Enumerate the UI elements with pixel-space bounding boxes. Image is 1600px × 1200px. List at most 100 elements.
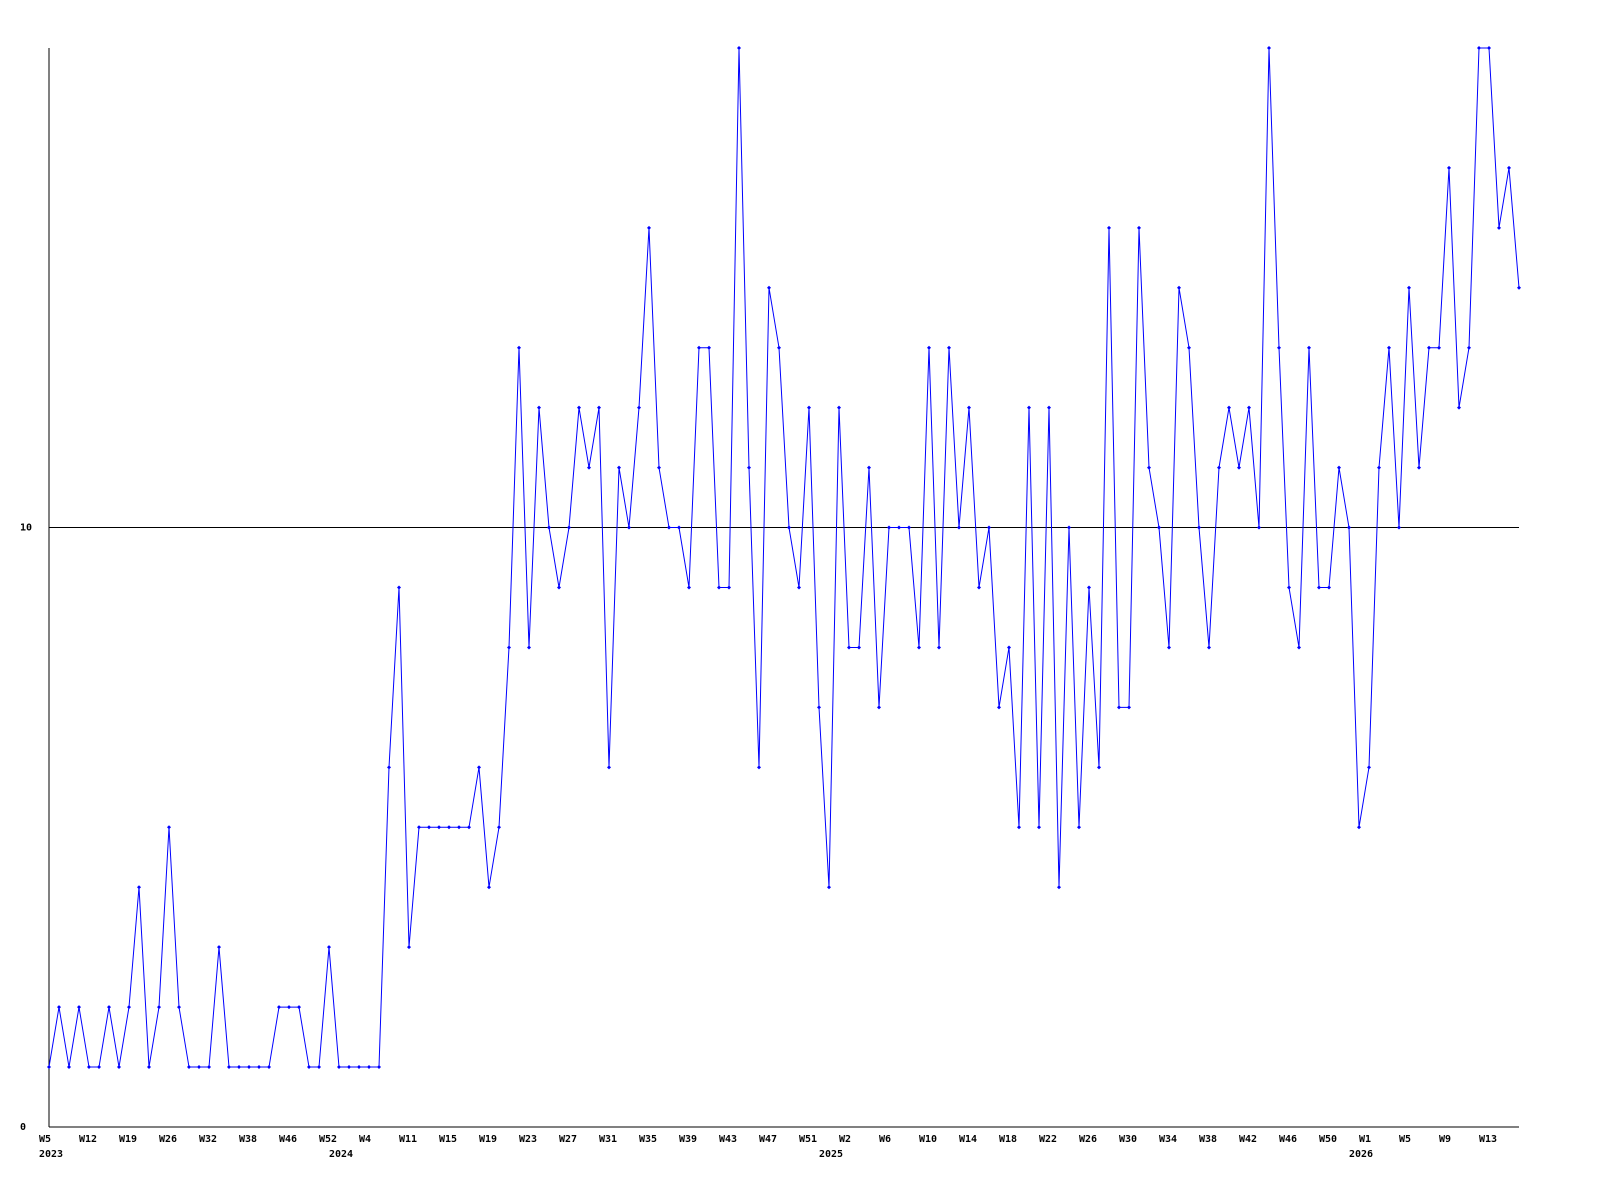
x-tick-label: W22 [1039,1134,1057,1145]
data-point [977,585,981,590]
data-point [1067,525,1071,530]
data-point [337,1065,341,1070]
data-point [1387,345,1391,350]
data-point [857,645,861,650]
data-point [667,525,671,530]
data-point [1197,525,1201,530]
data-point [1487,46,1491,50]
data-point [277,1005,281,1010]
data-point [1187,345,1191,350]
data-point [1437,345,1441,350]
data-point [197,1065,201,1070]
data-point [477,765,481,770]
data-point [847,645,851,650]
data-point [387,765,391,770]
data-point [787,525,791,530]
data-point [397,585,401,590]
data-point [257,1065,261,1070]
data-point [1177,285,1181,290]
x-tick-label: W5 [39,1134,51,1145]
data-point [1507,165,1511,170]
data-point [707,345,711,350]
data-point [157,1005,161,1010]
data-point [1017,825,1021,830]
year-label: 2024 [329,1149,353,1160]
data-point [1207,645,1211,650]
data-point [1517,285,1521,290]
data-point [1447,165,1451,170]
x-tick-label: W38 [1199,1134,1217,1145]
data-point [1257,525,1261,530]
data-point [927,345,931,350]
x-tick-label: W1 [1359,1134,1371,1145]
x-tick-label: W26 [159,1134,177,1145]
data-point [247,1065,251,1070]
data-point [217,945,221,950]
data-point [1417,465,1421,470]
data-point [937,645,941,650]
x-tick-label: W35 [639,1134,657,1145]
data-point [517,345,521,350]
data-point [57,1005,61,1010]
data-point [737,46,741,50]
data-point [77,1005,81,1010]
x-tick-label: W11 [399,1134,417,1145]
x-tick-label: W31 [599,1134,617,1145]
x-tick-label: W46 [1279,1134,1297,1145]
data-point [417,825,421,830]
x-tick-label: W42 [1239,1134,1257,1145]
data-point [1247,405,1251,410]
data-point [797,585,801,590]
x-tick-label: W23 [519,1134,537,1145]
x-tick-label: W27 [559,1134,577,1145]
x-tick-label: W4 [359,1134,371,1145]
x-tick-label: W32 [199,1134,217,1145]
data-point [347,1065,351,1070]
data-point [97,1065,101,1070]
data-point [457,825,461,830]
year-label: 2025 [819,1149,843,1160]
x-tick-label: W12 [79,1134,97,1145]
x-tick-label: W13 [1479,1134,1497,1145]
x-tick-label: W50 [1319,1134,1337,1145]
data-point [287,1005,291,1010]
data-point [427,825,431,830]
x-tick-label: W10 [919,1134,937,1145]
data-point [617,465,621,470]
data-point [497,825,501,830]
data-point [1477,46,1481,50]
data-point [967,405,971,410]
x-tick-label: W2 [839,1134,851,1145]
data-point [1307,345,1311,350]
data-point [627,525,631,530]
x-tick-label: W5 [1399,1134,1411,1145]
data-point [367,1065,371,1070]
data-point [817,705,821,710]
data-point [537,405,541,410]
data-point [1057,885,1061,890]
data-point [267,1065,271,1070]
data-point [1097,765,1101,770]
data-point [657,465,661,470]
data-point [377,1065,381,1070]
data-point [177,1005,181,1010]
data-point [747,465,751,470]
data-point [237,1065,241,1070]
data-point [487,885,491,890]
x-tick-label: W19 [119,1134,137,1145]
data-point [597,405,601,410]
data-point [107,1005,111,1010]
data-point [127,1005,131,1010]
data-point [1347,525,1351,530]
data-point [317,1065,321,1070]
data-point [1277,345,1281,350]
data-point [917,645,921,650]
data-point [167,825,171,830]
data-point [1047,405,1051,410]
data-point [1087,585,1091,590]
data-point [467,825,471,830]
data-point [677,525,681,530]
data-point [577,405,581,410]
data-point [807,405,811,410]
data-point [1217,465,1221,470]
